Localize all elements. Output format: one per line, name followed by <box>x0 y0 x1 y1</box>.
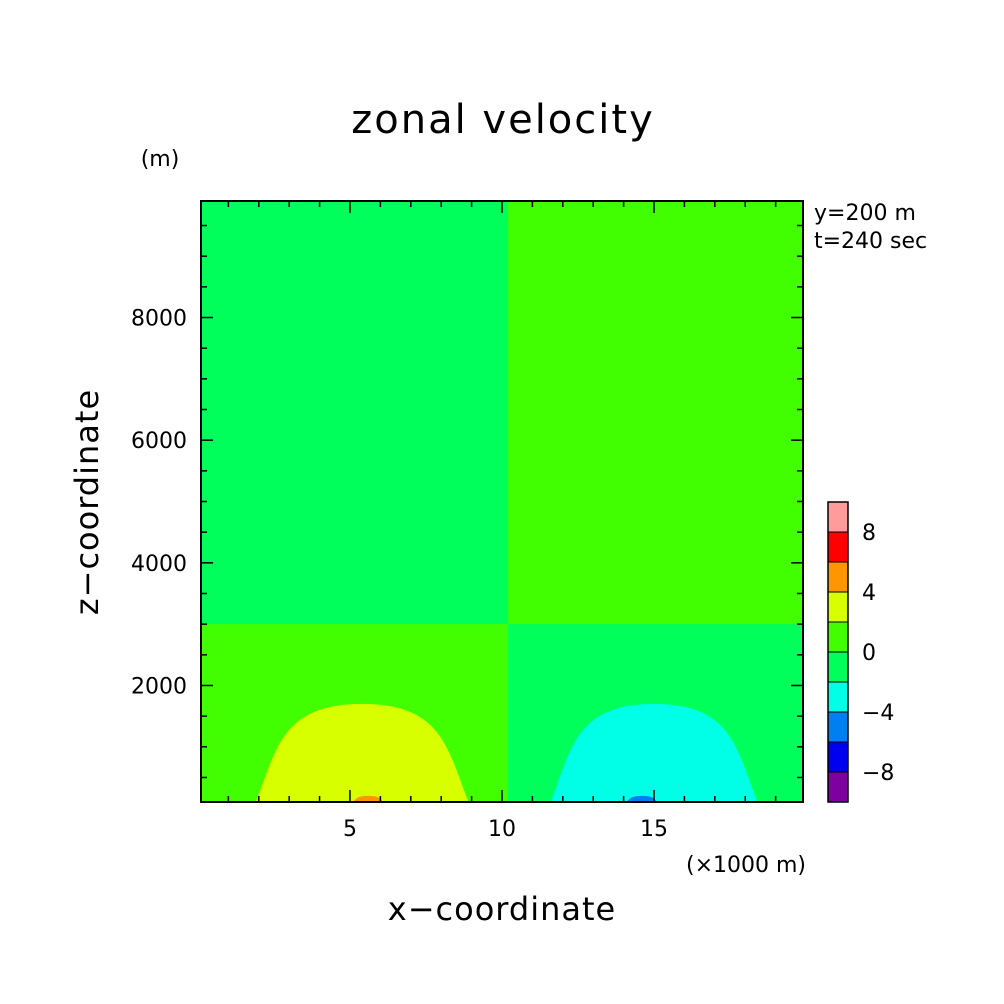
colorbar-segment <box>827 771 849 803</box>
tick-labels: 5 10 15 2000 4000 6000 8000 <box>131 307 668 842</box>
colorbar-segment <box>827 711 849 743</box>
colorbar-frame <box>827 501 849 803</box>
colorbar-label: 4 <box>862 581 876 606</box>
contour-fields <box>201 201 804 803</box>
y-tick-label: 8000 <box>131 307 187 332</box>
info-y-position: y=200 m <box>814 201 916 226</box>
y-tick-label: 6000 <box>131 429 187 454</box>
x-unit-label: (×1000 m) <box>686 853 806 878</box>
x-tick-label: 5 <box>343 817 357 842</box>
colorbar-segment <box>827 621 849 653</box>
colorbar-segment <box>827 681 849 713</box>
y-axis-title: z−coordinate <box>68 389 106 615</box>
colorbar-label: 8 <box>862 521 876 546</box>
colorbar-segment <box>827 651 849 683</box>
colorbar-segment <box>827 531 849 563</box>
y-tick-label: 4000 <box>131 552 187 577</box>
field-positive-lobe <box>255 703 469 802</box>
field-upper-right <box>508 201 804 625</box>
colorbar-segment <box>827 591 849 623</box>
chart-title: zonal velocity <box>351 97 655 143</box>
colorbar-segment <box>827 561 849 593</box>
plot-frame <box>200 200 804 803</box>
colorbar-segment <box>827 501 849 533</box>
field-upper-left <box>201 201 509 625</box>
y-tick-label: 2000 <box>131 674 187 699</box>
x-axis-title: x−coordinate <box>388 890 616 928</box>
x-tick-label: 15 <box>640 817 668 842</box>
field-positive-core <box>353 795 384 802</box>
colorbar-segment <box>827 741 849 773</box>
field-negative-lobe <box>550 703 758 802</box>
colorbar: −8 −4 0 4 8 <box>827 501 894 803</box>
info-time: t=240 sec <box>814 229 927 254</box>
x-tick-label: 10 <box>488 817 516 842</box>
y-unit-label: (m) <box>141 147 180 172</box>
colorbar-label: −8 <box>862 761 894 786</box>
colorbar-label: −4 <box>862 701 894 726</box>
colorbar-label: 0 <box>862 641 876 666</box>
field-negative-core <box>626 795 658 802</box>
